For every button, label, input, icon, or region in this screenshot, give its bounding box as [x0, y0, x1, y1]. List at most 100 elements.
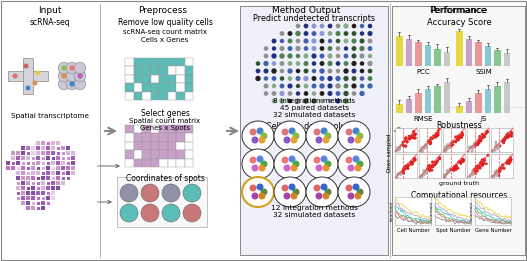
- Circle shape: [284, 193, 290, 199]
- Circle shape: [507, 137, 508, 138]
- Bar: [42, 157, 44, 159]
- Circle shape: [477, 144, 479, 145]
- Circle shape: [460, 162, 461, 164]
- Circle shape: [321, 184, 327, 190]
- Bar: [475, 93, 482, 113]
- Bar: [142, 133, 151, 141]
- Circle shape: [261, 189, 267, 195]
- Circle shape: [396, 149, 397, 150]
- Circle shape: [455, 141, 456, 142]
- Bar: [46, 156, 50, 160]
- Bar: [46, 192, 50, 194]
- Circle shape: [74, 62, 86, 74]
- Circle shape: [58, 70, 70, 82]
- Circle shape: [451, 145, 452, 146]
- Circle shape: [293, 161, 299, 167]
- Circle shape: [454, 166, 455, 168]
- Bar: [125, 57, 133, 66]
- Circle shape: [430, 142, 432, 144]
- Circle shape: [344, 39, 348, 43]
- Bar: [56, 156, 60, 160]
- Circle shape: [74, 70, 86, 82]
- Circle shape: [397, 146, 398, 148]
- Bar: [56, 151, 60, 155]
- Ellipse shape: [338, 177, 370, 207]
- Circle shape: [476, 167, 477, 169]
- Bar: [151, 141, 159, 150]
- Circle shape: [452, 169, 453, 170]
- Circle shape: [360, 77, 364, 80]
- Circle shape: [352, 84, 356, 88]
- Circle shape: [501, 167, 502, 168]
- Bar: [16, 197, 19, 199]
- Circle shape: [495, 175, 497, 176]
- Circle shape: [272, 62, 276, 65]
- Circle shape: [482, 134, 483, 135]
- Circle shape: [336, 24, 339, 28]
- Bar: [16, 186, 20, 190]
- Circle shape: [447, 145, 448, 147]
- Circle shape: [476, 170, 477, 171]
- Ellipse shape: [274, 121, 306, 151]
- Circle shape: [461, 135, 463, 137]
- Circle shape: [320, 39, 324, 43]
- Circle shape: [446, 171, 447, 172]
- Circle shape: [421, 177, 422, 178]
- Bar: [176, 66, 184, 74]
- Circle shape: [431, 169, 433, 171]
- Bar: [176, 57, 184, 66]
- Bar: [184, 57, 193, 66]
- Circle shape: [328, 32, 331, 35]
- Circle shape: [272, 92, 276, 95]
- Circle shape: [423, 172, 425, 173]
- Bar: [159, 133, 168, 141]
- Text: SSIM: SSIM: [475, 69, 492, 75]
- Bar: [6, 161, 10, 165]
- Bar: [41, 141, 45, 145]
- Bar: [176, 74, 184, 83]
- Circle shape: [272, 69, 276, 73]
- Circle shape: [500, 167, 501, 169]
- Bar: [26, 181, 30, 185]
- Circle shape: [66, 70, 78, 82]
- Bar: [151, 133, 159, 141]
- Bar: [142, 150, 151, 158]
- Circle shape: [407, 168, 408, 169]
- Circle shape: [503, 168, 505, 169]
- Circle shape: [280, 92, 284, 95]
- Bar: [151, 66, 159, 74]
- Circle shape: [397, 174, 398, 175]
- Circle shape: [405, 137, 407, 138]
- Circle shape: [272, 54, 276, 58]
- Bar: [456, 31, 463, 66]
- Circle shape: [360, 39, 364, 43]
- Circle shape: [445, 177, 446, 178]
- Bar: [21, 151, 25, 155]
- Circle shape: [252, 193, 258, 199]
- Circle shape: [66, 62, 78, 74]
- Bar: [125, 124, 133, 133]
- Bar: [419, 128, 441, 152]
- Bar: [31, 171, 35, 175]
- Ellipse shape: [274, 149, 306, 179]
- Circle shape: [449, 147, 451, 148]
- Bar: [151, 92, 159, 100]
- Circle shape: [503, 142, 504, 144]
- Circle shape: [432, 161, 433, 163]
- Circle shape: [481, 138, 482, 139]
- Bar: [21, 186, 25, 190]
- Circle shape: [252, 165, 258, 171]
- Circle shape: [296, 77, 300, 80]
- Circle shape: [501, 167, 502, 168]
- Bar: [36, 181, 40, 185]
- Circle shape: [336, 55, 339, 58]
- Circle shape: [480, 140, 482, 142]
- Circle shape: [406, 165, 408, 167]
- Circle shape: [455, 167, 456, 168]
- Circle shape: [257, 184, 263, 190]
- Circle shape: [355, 193, 361, 199]
- Bar: [475, 43, 482, 66]
- Circle shape: [422, 149, 423, 151]
- Circle shape: [461, 136, 462, 138]
- Bar: [133, 133, 142, 141]
